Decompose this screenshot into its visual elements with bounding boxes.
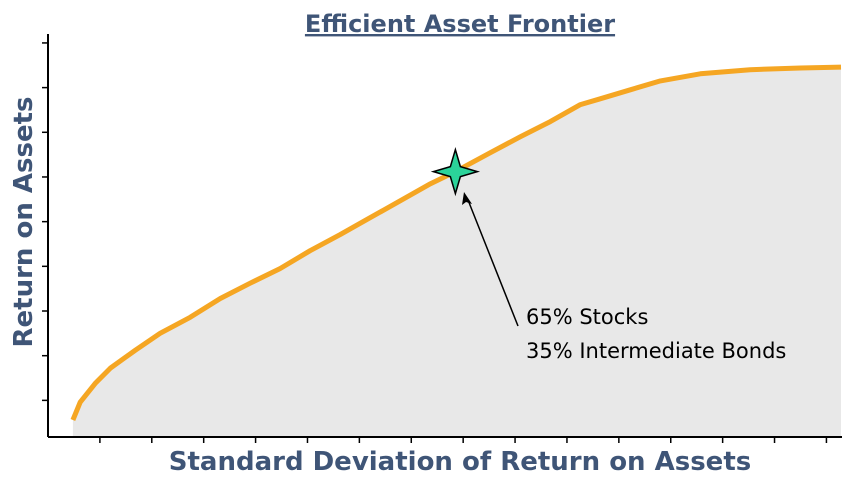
y-axis-title: Return on Assets (9, 96, 39, 347)
area (72, 67, 841, 437)
plot-area (42, 34, 842, 443)
frontier-line (70, 64, 842, 421)
annotation-line: 35% Intermediate Bonds (526, 339, 786, 363)
portfolio-marker (430, 146, 481, 197)
annotation-arrow (467, 199, 519, 327)
annotation-line: 65% Stocks (526, 305, 648, 329)
arrow-head (462, 192, 472, 205)
x-axis-title: Standard Deviation of Return on Assets (169, 447, 751, 477)
chart-title: Efficient Asset Frontier (305, 10, 615, 38)
